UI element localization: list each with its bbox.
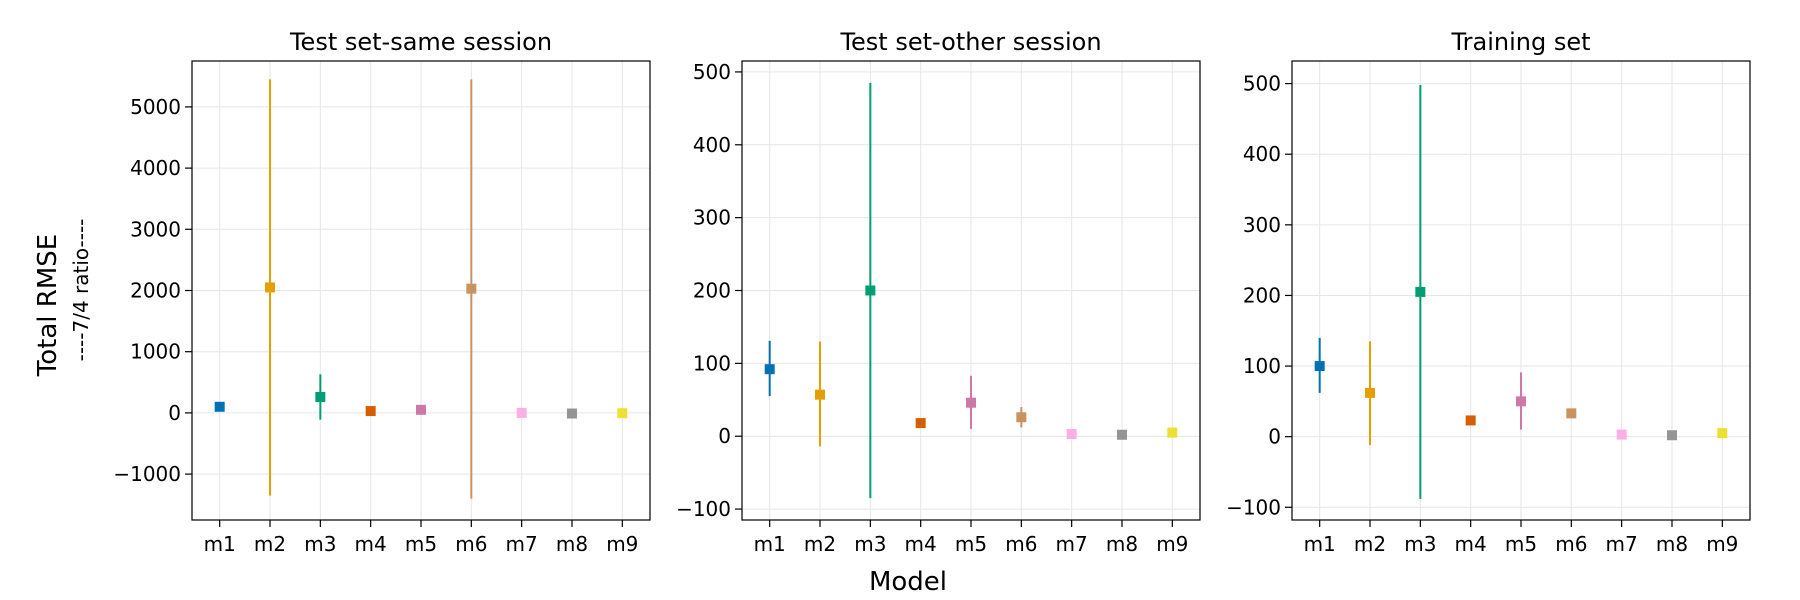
point-m6 xyxy=(466,283,477,294)
y-axis-sublabel: ----7/4 ratio---- xyxy=(69,219,93,362)
y-tick-label: 0 xyxy=(168,401,181,425)
x-tick-label: m9 xyxy=(606,532,638,556)
x-tick-label: m3 xyxy=(304,532,336,556)
x-tick-label: m9 xyxy=(1156,532,1188,556)
x-tick-label: m6 xyxy=(1555,532,1587,556)
plot-frame xyxy=(191,60,651,521)
plot-frame xyxy=(741,60,1201,521)
y-axis-label: Total RMSE xyxy=(33,234,63,377)
y-tick-label: 0 xyxy=(718,424,731,448)
y-tick-label: 4000 xyxy=(130,156,181,180)
x-tick-label: m5 xyxy=(405,532,437,556)
y-tick-label: 3000 xyxy=(130,217,181,241)
panel-title: Test set-other session xyxy=(839,28,1101,56)
y-tick-label: 100 xyxy=(693,351,731,375)
y-tick-label: 2000 xyxy=(130,279,181,303)
x-tick-label: m1 xyxy=(754,532,786,556)
plot-frame xyxy=(1291,60,1751,521)
x-tick-label: m6 xyxy=(1005,532,1037,556)
x-tick-label: m4 xyxy=(355,532,387,556)
point-m9 xyxy=(1717,428,1728,439)
x-axis-label: Model xyxy=(869,567,947,597)
point-m1 xyxy=(214,401,225,412)
panel-title: Training set xyxy=(1450,28,1590,56)
panel-2: −100 0 100 200 300 400 500 m1 m2 m3 m4 m5 m6 m7 m8 m9 Te… xyxy=(676,28,1201,556)
point-m2 xyxy=(265,282,276,293)
point-m2 xyxy=(815,389,826,400)
point-m8 xyxy=(1666,430,1677,441)
y-tick-label: 5000 xyxy=(130,95,181,119)
y-tick-label: 400 xyxy=(1243,142,1281,166)
point-m3 xyxy=(315,391,326,402)
y-tick-label: −1000 xyxy=(113,462,181,486)
panel-title: Test set-same session xyxy=(289,28,552,56)
x-tick-label: m8 xyxy=(556,532,588,556)
y-tick-label: −100 xyxy=(1226,495,1281,519)
x-tick-label: m1 xyxy=(1304,532,1336,556)
panel-1: −1000 0 1000 2000 3000 4000 5000 m1 m2 m3 m4 m5 m6 m7… xyxy=(113,28,651,556)
point-m7 xyxy=(516,407,527,418)
point-m1 xyxy=(764,364,775,375)
x-tick-label: m5 xyxy=(1505,532,1537,556)
point-m9 xyxy=(1167,427,1178,438)
x-tick-label: m2 xyxy=(1354,532,1386,556)
y-tick-label: 500 xyxy=(1243,72,1281,96)
y-tick-label: 500 xyxy=(693,60,731,84)
point-m5 xyxy=(416,404,426,415)
x-tick-label: m7 xyxy=(1056,532,1088,556)
x-tick-label: m5 xyxy=(955,532,987,556)
x-tick-label: m7 xyxy=(506,532,538,556)
point-m3 xyxy=(1415,286,1426,297)
x-tick-label: m8 xyxy=(1656,532,1688,556)
x-tick-label: m4 xyxy=(905,532,937,556)
point-m3 xyxy=(865,285,876,296)
panel-3: −100 0 100 200 300 400 500 m1 m2 m3 m4 m5 m6 m7 m8 m9 Tr… xyxy=(1226,28,1751,556)
x-tick-label: m8 xyxy=(1106,532,1138,556)
point-m9 xyxy=(617,408,628,419)
point-m6 xyxy=(1566,408,1577,419)
y-tick-label: 200 xyxy=(1243,283,1281,307)
y-tick-label: 200 xyxy=(693,279,731,303)
point-m4 xyxy=(365,406,376,417)
point-m8 xyxy=(1116,429,1127,440)
x-tick-label: m3 xyxy=(1404,532,1436,556)
point-m2 xyxy=(1365,387,1376,398)
y-tick-label: 300 xyxy=(1243,213,1281,237)
y-tick-label: −100 xyxy=(676,497,731,521)
y-tick-label: 1000 xyxy=(130,340,181,364)
point-m8 xyxy=(566,408,577,419)
point-m5 xyxy=(966,397,976,408)
x-tick-label: m2 xyxy=(254,532,286,556)
point-m7 xyxy=(1616,429,1627,440)
x-tick-label: m4 xyxy=(1455,532,1487,556)
point-m6 xyxy=(1016,412,1027,423)
x-tick-label: m2 xyxy=(804,532,836,556)
x-tick-label: m6 xyxy=(455,532,487,556)
y-tick-label: 0 xyxy=(1268,425,1281,449)
x-tick-label: m3 xyxy=(854,532,886,556)
point-m1 xyxy=(1314,361,1325,372)
x-tick-label: m7 xyxy=(1606,532,1638,556)
y-tick-label: 300 xyxy=(693,206,731,230)
x-tick-label: m9 xyxy=(1706,532,1738,556)
point-m5 xyxy=(1516,396,1526,407)
point-m4 xyxy=(1465,415,1476,426)
x-tick-label: m1 xyxy=(204,532,236,556)
point-m4 xyxy=(915,418,926,429)
point-m7 xyxy=(1066,429,1077,440)
y-tick-label: 100 xyxy=(1243,354,1281,378)
y-tick-label: 400 xyxy=(693,133,731,157)
